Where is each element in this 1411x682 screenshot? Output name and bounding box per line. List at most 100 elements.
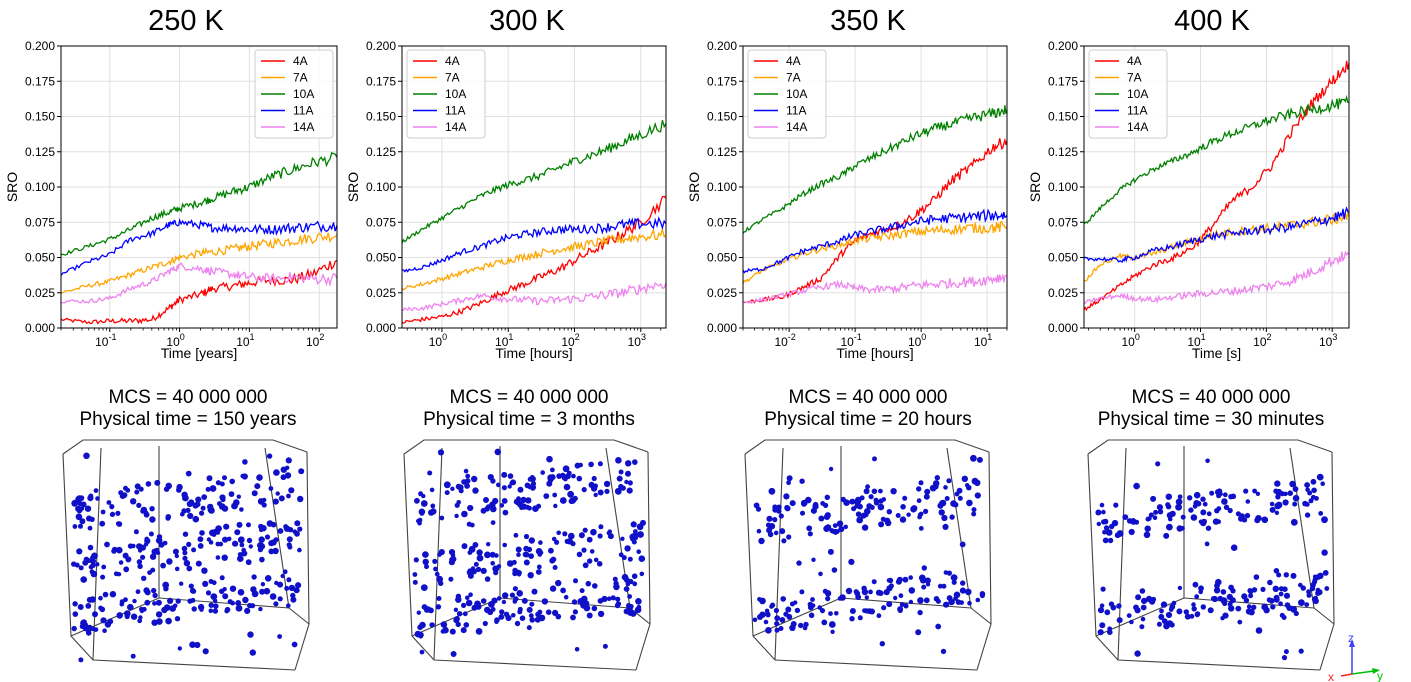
- atom-dot: [430, 503, 436, 509]
- atom-dot: [551, 536, 557, 542]
- atom-dot: [800, 510, 805, 516]
- atom-dot: [1275, 494, 1281, 500]
- atom-dot: [297, 547, 302, 553]
- atom-dot: [628, 604, 634, 609]
- atom-dot: [179, 581, 184, 586]
- atom-dot: [523, 551, 530, 558]
- series-line-14A: [742, 273, 1008, 305]
- atom-dot: [866, 503, 873, 510]
- atom-dot: [181, 508, 187, 514]
- atom-dot: [549, 585, 557, 592]
- atom-dot: [519, 615, 526, 621]
- atom-dot: [109, 591, 117, 598]
- atom-dot: [633, 529, 638, 534]
- atom-dot: [189, 641, 196, 648]
- x-tick-label: 103: [628, 332, 646, 349]
- atom-dot: [918, 511, 924, 517]
- atom-dot: [215, 530, 221, 535]
- atom-dot: [469, 522, 475, 528]
- atom-dot: [590, 485, 598, 492]
- legend-label-10A: 10A: [1127, 87, 1148, 101]
- atom-dot: [496, 596, 502, 601]
- atom-dot: [1133, 482, 1140, 490]
- legend-label-10A: 10A: [445, 87, 466, 101]
- atom-dot: [1097, 607, 1105, 614]
- atom-dot: [828, 611, 833, 616]
- atom-dot: [515, 499, 521, 505]
- atom-dot: [280, 466, 287, 473]
- atom-dot: [155, 611, 163, 618]
- legend-box: [747, 49, 827, 139]
- atom-dot: [1283, 572, 1290, 578]
- atom-dot: [1176, 525, 1183, 532]
- atom-dot: [1266, 597, 1272, 603]
- atom-dot: [1222, 612, 1229, 619]
- atom-dot: [1261, 603, 1269, 611]
- atom-dot: [1200, 520, 1207, 527]
- atom-dot: [625, 470, 631, 477]
- atom-dot: [781, 538, 787, 544]
- atom-dot: [496, 564, 502, 569]
- atom-dot: [254, 483, 261, 490]
- atom-dot: [879, 641, 885, 647]
- atom-dot: [1211, 595, 1218, 603]
- atom-dot: [864, 595, 869, 600]
- atom-dot: [77, 604, 84, 610]
- atom-dot: [1175, 498, 1183, 506]
- atom-dot: [418, 491, 424, 497]
- atom-dot: [1140, 616, 1146, 622]
- atom-dot: [80, 620, 86, 626]
- atom-dot: [1122, 514, 1129, 520]
- atom-dot: [785, 606, 792, 613]
- atom-dot: [886, 601, 893, 608]
- atom-dot: [183, 560, 191, 567]
- atom-dot: [1220, 589, 1227, 595]
- atom-dot: [194, 502, 200, 508]
- atom-dot: [222, 593, 229, 600]
- atom-dot: [908, 599, 914, 605]
- atom-dot: [1248, 593, 1254, 599]
- atom-dot: [475, 628, 483, 635]
- atom-dot: [849, 498, 856, 505]
- atom-dot: [286, 603, 291, 608]
- atom-dot: [465, 473, 471, 479]
- atom-dot: [224, 608, 229, 614]
- atom-dot: [1278, 601, 1283, 607]
- y-tick-label: 0.175: [1048, 74, 1078, 88]
- atom-dot: [568, 532, 575, 540]
- atom-dot: [1140, 604, 1147, 611]
- atom-dot: [454, 502, 460, 508]
- atom-dot: [965, 483, 970, 488]
- atom-dot: [137, 563, 143, 569]
- x-tick-label: 101: [495, 332, 513, 349]
- atom-dot: [444, 490, 450, 496]
- atom-dot: [824, 524, 832, 531]
- atom-dot: [1165, 493, 1173, 500]
- atom-dot: [174, 553, 179, 559]
- atom-dot: [774, 615, 781, 621]
- atom-dot: [191, 547, 197, 553]
- atom-dot: [959, 541, 966, 548]
- atom-dot: [549, 474, 556, 481]
- atom-dot: [195, 560, 202, 567]
- atom-dot: [215, 480, 221, 486]
- atom-dot: [532, 505, 539, 512]
- atom-dot: [484, 606, 491, 614]
- atom-dot: [282, 569, 288, 575]
- atom-dot: [119, 601, 125, 607]
- atom-dot: [1269, 506, 1276, 513]
- atom-dot: [80, 501, 87, 508]
- atom-dot: [564, 538, 570, 545]
- legend-label-11A: 11A: [786, 104, 806, 118]
- atom-dot: [413, 557, 419, 563]
- y-tick-label: 0.050: [25, 251, 55, 265]
- atom-dot: [502, 592, 509, 599]
- atom-dot: [979, 591, 986, 597]
- atom-dot: [818, 571, 823, 577]
- atom-dot: [119, 493, 126, 499]
- plot-frame: [60, 45, 338, 329]
- atom-dot: [954, 491, 960, 497]
- x-tick-label: 100: [1121, 332, 1139, 349]
- atom-dot: [277, 581, 284, 588]
- y-tick-label: 0.000: [25, 321, 55, 335]
